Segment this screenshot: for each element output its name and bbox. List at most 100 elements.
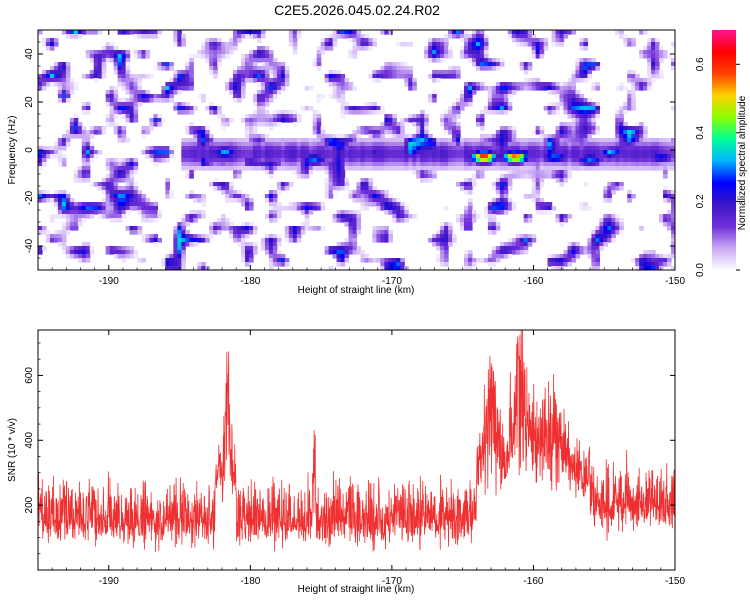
heatmap-cell — [328, 138, 334, 143]
heatmap-cell — [264, 114, 270, 119]
heatmap-cell — [575, 70, 581, 75]
heatmap-cell — [515, 34, 521, 39]
heatmap-cell — [376, 142, 381, 147]
heatmap-cell — [284, 74, 290, 79]
heatmap-cell — [428, 58, 433, 63]
heatmap-cell — [667, 258, 672, 263]
heatmap-cell — [551, 38, 557, 43]
colorbar-label: Normalized spectral amplitude — [737, 95, 748, 230]
heatmap-cell — [209, 62, 214, 67]
heatmap-cell — [105, 98, 111, 103]
heatmap-cell — [264, 138, 270, 143]
heatmap-cell — [647, 158, 652, 163]
heatmap-cell — [491, 142, 497, 147]
heatmap-cell — [507, 202, 513, 207]
heatmap-cell — [264, 50, 270, 55]
heatmap-cell — [249, 126, 254, 131]
heatmap-cell — [296, 146, 302, 151]
heatmap-cell — [372, 190, 378, 195]
heatmap-cell — [563, 106, 569, 111]
heatmap-cell — [336, 150, 342, 155]
heatmap-cell — [177, 230, 182, 235]
heatmap-cell — [571, 158, 577, 163]
spectrogram-xtick-label: -180 — [240, 276, 260, 287]
heatmap-cell — [133, 82, 139, 87]
heatmap-cell — [304, 154, 310, 159]
heatmap-cell — [663, 174, 668, 179]
heatmap-cell — [320, 166, 326, 171]
heatmap-cell — [591, 246, 596, 251]
heatmap-cell — [304, 202, 310, 207]
heatmap-cell — [193, 158, 198, 163]
heatmap-cell — [213, 178, 218, 183]
heatmap-cell — [471, 82, 477, 87]
heatmap-cell — [73, 226, 79, 231]
heatmap-cell — [49, 234, 55, 239]
heatmap-cell — [603, 162, 608, 167]
heatmap-cell — [89, 126, 95, 131]
heatmap-cell — [364, 106, 370, 111]
heatmap-cell — [352, 86, 358, 91]
heatmap-cell — [65, 222, 71, 227]
heatmap-cell — [667, 222, 672, 227]
heatmap-cell — [336, 78, 342, 83]
heatmap-cell — [276, 146, 282, 151]
heatmap-cell — [189, 82, 194, 87]
heatmap-cell — [495, 202, 501, 207]
heatmap-cell — [197, 194, 202, 199]
heatmap-cell — [631, 82, 636, 87]
heatmap-cell — [483, 142, 489, 147]
heatmap-cell — [619, 106, 624, 111]
heatmap-cell — [185, 146, 190, 151]
heatmap-cell — [547, 82, 553, 87]
heatmap-cell — [432, 54, 437, 59]
heatmap-cell — [268, 238, 274, 243]
heatmap-cell — [531, 194, 537, 199]
heatmap-cell — [440, 258, 445, 263]
heatmap-cell — [249, 142, 254, 147]
heatmap-cell — [483, 150, 489, 155]
heatmap-cell — [483, 146, 489, 151]
heatmap-cell — [324, 78, 330, 83]
heatmap-cell — [428, 178, 433, 183]
heatmap-cell — [352, 42, 358, 47]
snr-xlabel: Height of straight line (km) — [298, 584, 415, 595]
heatmap-cell — [535, 38, 541, 43]
heatmap-cell — [619, 134, 624, 139]
heatmap-cell — [280, 186, 286, 191]
heatmap-cell — [45, 78, 51, 83]
heatmap-cell — [81, 162, 87, 167]
heatmap-cell — [463, 94, 469, 99]
heatmap-cell — [539, 178, 545, 183]
heatmap-cell — [372, 142, 378, 147]
heatmap-cell — [428, 170, 433, 175]
heatmap-cell — [268, 82, 274, 87]
heatmap-cell — [256, 58, 262, 63]
heatmap-cell — [241, 118, 246, 123]
heatmap-cell — [252, 98, 258, 103]
heatmap-cell — [659, 70, 664, 75]
heatmap-cell — [384, 70, 389, 75]
heatmap-cell — [440, 226, 445, 231]
heatmap-cell — [671, 214, 675, 219]
heatmap-cell — [368, 194, 374, 199]
heatmap-cell — [105, 90, 111, 95]
heatmap-cell — [57, 162, 63, 167]
heatmap-cell — [583, 182, 589, 187]
heatmap-cell — [109, 110, 115, 115]
heatmap-cell — [428, 46, 433, 51]
heatmap-cell — [284, 158, 290, 163]
heatmap-cell — [141, 198, 147, 203]
heatmap-cell — [436, 38, 441, 43]
heatmap-cell — [352, 218, 358, 223]
heatmap-cell — [268, 70, 274, 75]
heatmap-cell — [348, 226, 354, 231]
heatmap-cell — [479, 162, 485, 167]
heatmap-cell — [444, 154, 449, 159]
heatmap-cell — [304, 214, 310, 219]
heatmap-cell — [121, 82, 127, 87]
heatmap-cell — [89, 142, 95, 147]
heatmap-cell — [404, 138, 409, 143]
heatmap-cell — [551, 174, 557, 179]
heatmap-cell — [499, 178, 505, 183]
